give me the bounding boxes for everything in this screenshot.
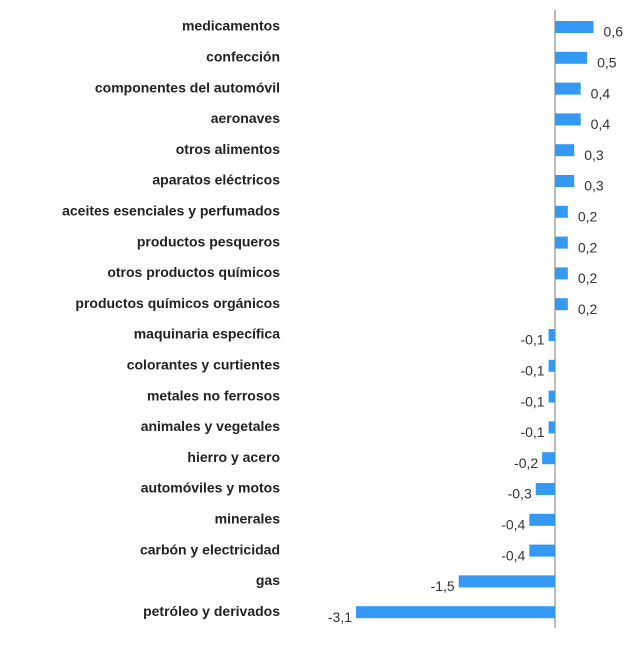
category-label: petróleo y derivados	[143, 603, 280, 619]
bar	[356, 606, 555, 619]
category-label: metales no ferrosos	[147, 387, 280, 403]
bar	[548, 359, 555, 372]
bar	[548, 390, 555, 403]
bar	[555, 236, 568, 249]
value-label: 0,5	[597, 55, 617, 71]
bar	[535, 483, 555, 495]
category-label: colorantes y curtientes	[127, 357, 280, 373]
value-label: 0,3	[584, 147, 604, 163]
bar	[542, 452, 555, 465]
category-label: hierro y acero	[187, 449, 280, 465]
bar	[555, 267, 568, 280]
category-label: automóviles y motos	[141, 480, 280, 496]
bar	[555, 205, 568, 218]
bar	[458, 575, 555, 588]
bar	[555, 51, 588, 64]
value-label: -3,1	[328, 609, 352, 625]
category-label: aceites esenciales y perfumados	[62, 203, 280, 219]
category-label: aeronaves	[211, 110, 280, 126]
bar	[548, 421, 555, 434]
category-label: aparatos eléctricos	[152, 172, 280, 188]
value-label: -0,1	[520, 393, 544, 409]
category-label: confección	[206, 49, 280, 65]
value-label: -0,1	[520, 332, 544, 348]
value-label: -0,4	[501, 517, 525, 533]
category-label: minerales	[215, 511, 281, 527]
value-label: 0,2	[578, 270, 598, 286]
value-label: -1,5	[431, 578, 455, 594]
bar	[555, 21, 594, 33]
value-label: 0,6	[604, 24, 624, 40]
value-label: -0,1	[520, 424, 544, 440]
value-label: -0,1	[520, 363, 544, 379]
bar	[555, 144, 575, 157]
category-label: otros alimentos	[176, 141, 280, 157]
category-label: gas	[256, 572, 280, 588]
bar	[555, 82, 581, 95]
value-label: 0,3	[584, 178, 604, 194]
value-label: 0,4	[591, 116, 611, 132]
bar	[555, 113, 581, 126]
category-label: productos pesqueros	[137, 233, 280, 249]
category-label: productos químicos orgánicos	[75, 295, 280, 311]
bar	[555, 175, 575, 187]
bar	[555, 298, 568, 311]
value-label: 0,2	[578, 301, 598, 317]
bar	[529, 544, 555, 557]
value-label: -0,4	[501, 547, 525, 563]
category-label: animales y vegetales	[141, 418, 281, 434]
category-label: medicamentos	[182, 18, 280, 34]
category-label: otros productos químicos	[107, 264, 280, 280]
category-label: componentes del automóvil	[95, 79, 280, 95]
category-label: maquinaria específica	[134, 326, 281, 342]
value-label: -0,3	[508, 486, 532, 502]
value-label: 0,2	[578, 239, 598, 255]
category-label: carbón y electricidad	[140, 541, 280, 557]
value-label: 0,4	[591, 85, 611, 101]
bar	[548, 329, 555, 341]
bar	[529, 513, 555, 526]
value-label: 0,2	[578, 209, 598, 225]
value-label: -0,2	[514, 455, 538, 471]
